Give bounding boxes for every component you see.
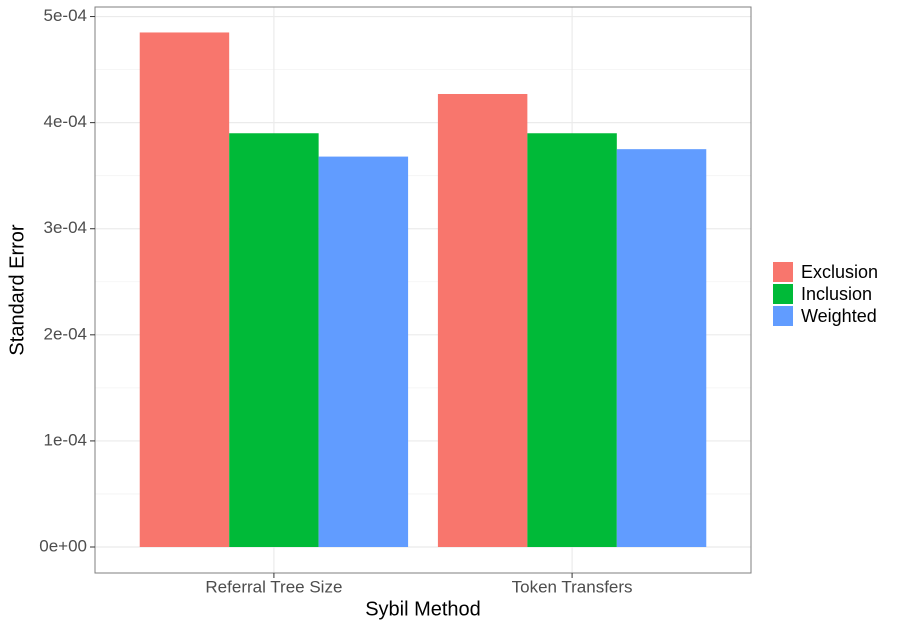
y-tick-label: 1e-04 [44,430,87,449]
x-tick-label: Token Transfers [512,577,633,596]
legend-label: Inclusion [801,284,872,304]
legend-label: Exclusion [801,262,878,282]
y-tick-label: 3e-04 [44,218,87,237]
y-tick-label: 4e-04 [44,112,87,131]
x-tick-label: Referral Tree Size [205,577,342,596]
legend-key [773,306,793,326]
panel-border [94,6,752,574]
y-axis-title: Standard Error [6,224,28,356]
y-tick-label: 5e-04 [44,6,87,25]
bar [139,32,230,548]
x-axis-title: Sybil Method [365,598,481,620]
legend-key [773,262,793,282]
bar [437,93,528,548]
bar [229,133,319,548]
bars [139,32,707,548]
y-tick-label: 2e-04 [44,324,87,343]
legend-key [773,284,793,304]
y-tick-label: 0e+00 [39,536,87,555]
legend-label: Weighted [801,306,877,326]
bar [616,149,707,548]
bar [318,156,409,548]
bar [527,133,617,548]
